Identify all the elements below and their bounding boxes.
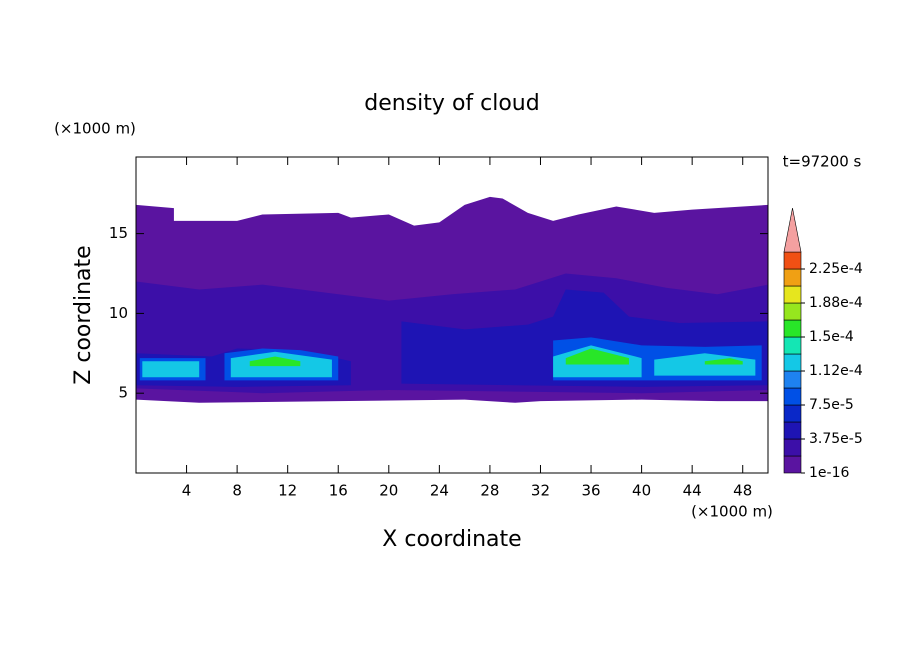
x-tick-label: 32	[531, 482, 550, 500]
contour-region	[249, 356, 301, 367]
x-tick-label: 4	[182, 482, 192, 500]
plot-frame	[135, 156, 769, 474]
colorbar-box	[783, 268, 802, 287]
chart-title: density of cloud	[364, 91, 539, 116]
colorbar-box	[783, 285, 802, 304]
colorbar-label: 3.75e-5	[809, 431, 863, 447]
x-tick-label: 16	[329, 482, 348, 500]
colorbar-label: 1.12e-4	[809, 363, 863, 379]
colorbar-box	[783, 251, 802, 270]
x-tick-label: 36	[581, 482, 600, 500]
x-tick-label: 12	[278, 482, 297, 500]
x-tick-label: 40	[632, 482, 651, 500]
colorbar-box	[783, 302, 802, 321]
x-tick-label: 48	[733, 482, 752, 500]
colorbar-box	[783, 404, 802, 423]
x-tick-label: 20	[379, 482, 398, 500]
contour-region	[704, 358, 743, 365]
x-tick-label: 28	[480, 482, 499, 500]
colorbar-extend	[783, 207, 802, 253]
colorbar-box	[783, 319, 802, 338]
colorbar-box	[783, 370, 802, 389]
colorbar-label: 1.5e-4	[809, 329, 854, 345]
x-tick-label: 24	[430, 482, 449, 500]
x-unit: (×1000 m)	[691, 503, 773, 521]
colorbar-box	[783, 421, 802, 440]
colorbar-box	[783, 353, 802, 372]
colorbar-box	[783, 387, 802, 406]
colorbar-label: 7.5e-5	[809, 397, 854, 413]
y-tick-label: 10	[109, 304, 128, 322]
colorbar-label: 2.25e-4	[809, 261, 863, 277]
annotation: t=97200 s	[783, 153, 862, 171]
contour-field	[136, 196, 768, 403]
y-tick-label: 5	[118, 384, 128, 402]
y-tick-label: 15	[109, 224, 128, 242]
contour-region	[142, 361, 200, 378]
x-tick-label: 8	[232, 482, 242, 500]
x-axis-label: X coordinate	[382, 527, 521, 552]
y-axis-label: Z coordinate	[71, 245, 96, 384]
colorbar-box	[783, 336, 802, 355]
colorbar-label: 1.88e-4	[809, 295, 863, 311]
y-unit: (×1000 m)	[54, 120, 136, 138]
colorbar-label: 1e-16	[809, 465, 849, 481]
x-tick-label: 44	[683, 482, 702, 500]
colorbar-box	[783, 455, 802, 474]
contour-region	[565, 348, 629, 365]
colorbar-box	[783, 438, 802, 457]
